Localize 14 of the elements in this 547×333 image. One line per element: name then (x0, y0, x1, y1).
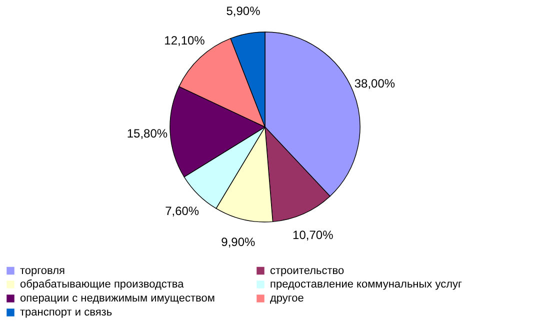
data-label: 12,10% (164, 34, 206, 48)
legend-label: обрабатывающие производства (20, 278, 185, 290)
data-label: 5,90% (226, 4, 261, 18)
legend-label: транспорт и связь (20, 306, 112, 318)
data-label: 10,70% (292, 228, 334, 242)
legend-label: операции с недвижимым имуществом (20, 292, 215, 304)
legend-label: другое (270, 292, 304, 304)
data-label: 9,90% (221, 234, 256, 249)
legend-label: предоставление коммунальных услуг (270, 278, 462, 290)
legend-label: торговля (20, 264, 66, 277)
data-label: 7,60% (165, 204, 200, 218)
data-label: 15,80% (126, 126, 168, 141)
legend-label: строительство (270, 264, 344, 277)
data-label: 38,00% (354, 76, 396, 91)
